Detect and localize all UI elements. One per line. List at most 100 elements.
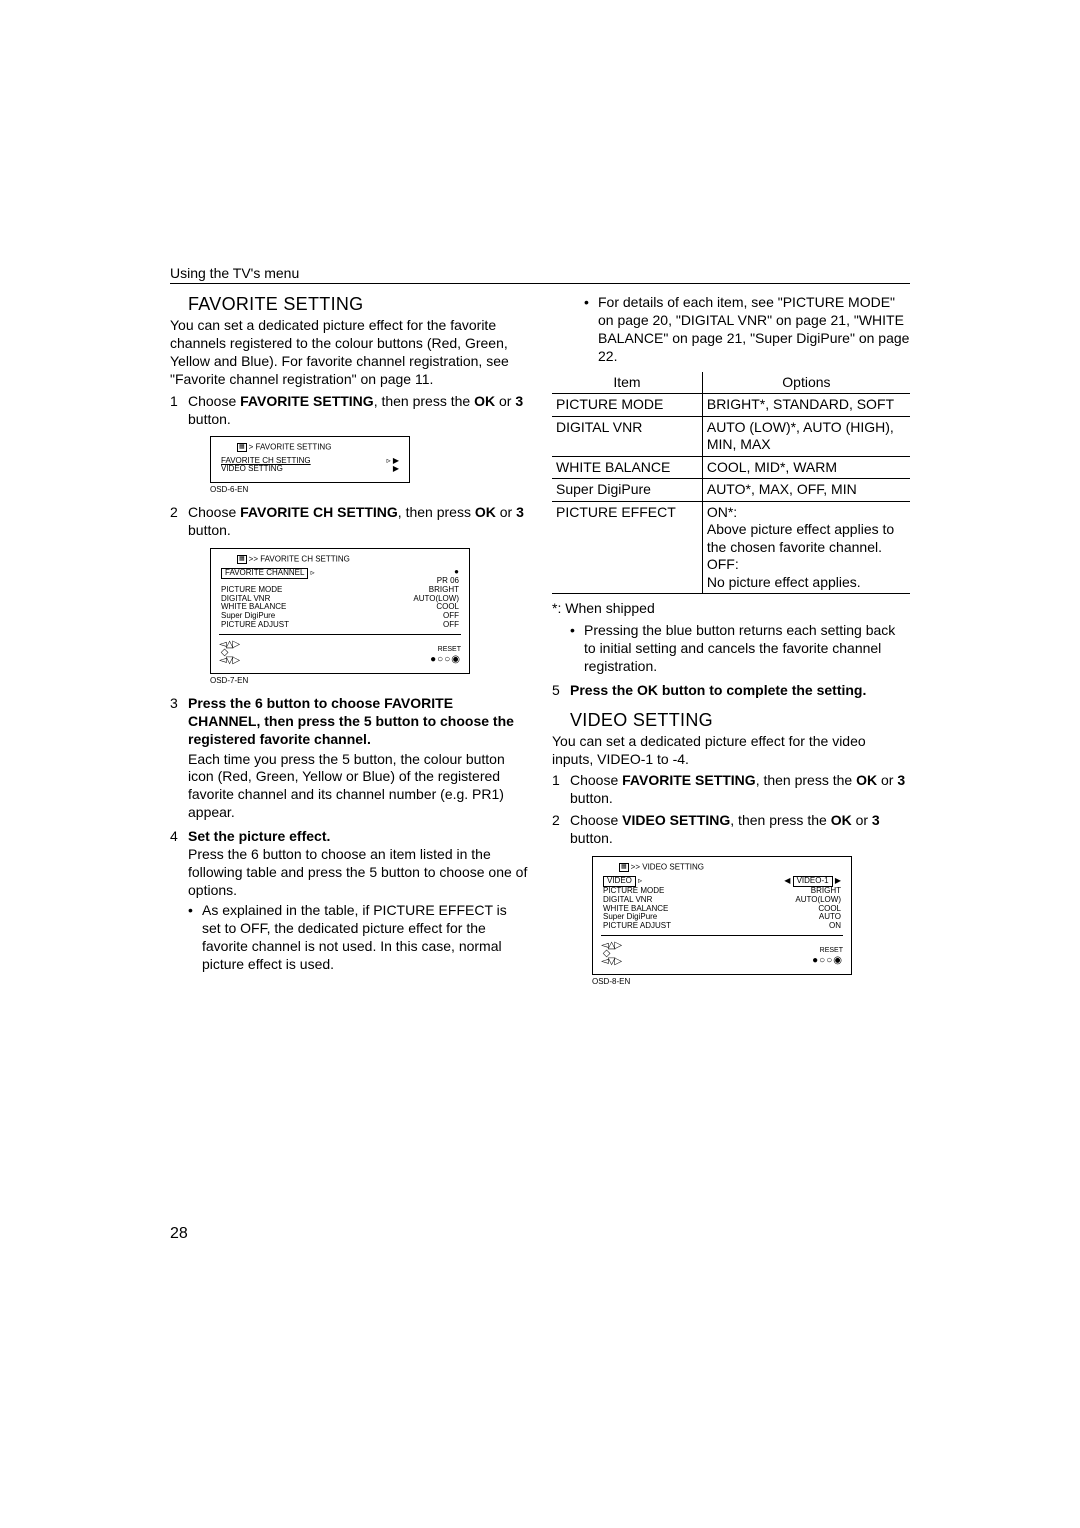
text: >> FAVORITE CH SETTING bbox=[249, 554, 350, 563]
text: Pressing the blue button returns each se… bbox=[584, 622, 910, 676]
text-bold: 3 bbox=[516, 504, 524, 520]
osd-favorite-setting: ▦> FAVORITE SETTING FAVORITE CH SETTING … bbox=[210, 436, 410, 483]
step-number: 4 bbox=[170, 828, 188, 973]
text: button. bbox=[188, 522, 231, 538]
text: 5 bbox=[364, 713, 372, 729]
cell-item: WHITE BALANCE bbox=[552, 456, 702, 479]
step-body: Press the 6 button to choose FAVORITE CH… bbox=[188, 695, 528, 822]
video-step-1: 1 Choose FAVORITE SETTING, then press th… bbox=[552, 772, 910, 808]
text: 6 bbox=[255, 695, 263, 711]
page-content: Using the TV's menu FAVORITE SETTING You… bbox=[170, 265, 910, 996]
cell-item: Super DigiPure bbox=[552, 479, 702, 502]
tv-icon: ▦ bbox=[237, 555, 247, 564]
text: Choose bbox=[188, 393, 240, 409]
text-bold: FAVORITE SETTING bbox=[622, 772, 756, 788]
columns: FAVORITE SETTING You can set a dedicated… bbox=[170, 294, 910, 996]
divider bbox=[170, 283, 910, 284]
text-bold: FAVORITE CH SETTING bbox=[240, 504, 398, 520]
cell-options: ON*: Above picture effect applies to the… bbox=[702, 501, 910, 594]
cell-options: AUTO*, MAX, OFF, MIN bbox=[702, 479, 910, 502]
text-bold: 3 bbox=[515, 393, 523, 409]
text: button. bbox=[570, 830, 613, 846]
text: or bbox=[495, 393, 515, 409]
step-number: 5 bbox=[552, 682, 570, 700]
section-label: Using the TV's menu bbox=[170, 265, 910, 281]
text: As explained in the table, if PICTURE EF… bbox=[202, 902, 528, 974]
text: or bbox=[496, 504, 516, 520]
step-number: 1 bbox=[170, 393, 188, 429]
step-4: 4 Set the picture effect. Press the 6 bu… bbox=[170, 828, 528, 973]
step-number: 2 bbox=[552, 812, 570, 848]
osd-title: ▦> FAVORITE SETTING bbox=[237, 443, 401, 452]
step-body: Choose FAVORITE SETTING, then press the … bbox=[570, 772, 910, 808]
reset-label: RESET bbox=[812, 947, 843, 955]
cell-item: PICTURE MODE bbox=[552, 394, 702, 417]
details-bullet: • For details of each item, see "PICTURE… bbox=[584, 294, 910, 366]
text: , then press the bbox=[730, 812, 830, 828]
text-bold: Set the picture effect. bbox=[188, 828, 330, 844]
dot-icon: ● bbox=[454, 567, 459, 576]
text: or bbox=[852, 812, 872, 828]
video-intro: You can set a dedicated picture effect f… bbox=[552, 733, 910, 769]
step-number: 3 bbox=[170, 695, 188, 822]
step-body: Choose VIDEO SETTING, then press the OK … bbox=[570, 812, 910, 848]
video-setting-heading: VIDEO SETTING bbox=[570, 710, 910, 731]
step-5: 5 Press the OK button to complete the se… bbox=[552, 682, 910, 700]
osd-caption: OSD-6-EN bbox=[210, 485, 528, 494]
bullet: • As explained in the table, if PICTURE … bbox=[188, 902, 528, 974]
text: > FAVORITE SETTING bbox=[249, 443, 332, 452]
cell-options: BRIGHT*, STANDARD, SOFT bbox=[702, 394, 910, 417]
osd-value: PR 06 bbox=[437, 576, 459, 585]
step-3: 3 Press the 6 button to choose FAVORITE … bbox=[170, 695, 528, 822]
osd-divider bbox=[601, 935, 843, 936]
osd-video-setting: ▦>> VIDEO SETTING VIDEO ▹ ◀ VIDEO-1 ▶ PI… bbox=[592, 856, 852, 975]
text-bold: OK bbox=[475, 504, 496, 520]
tv-icon: ▦ bbox=[237, 443, 247, 452]
text: Choose bbox=[570, 812, 622, 828]
step-number: 2 bbox=[170, 504, 188, 540]
text: , then press the bbox=[756, 772, 856, 788]
step-body: Press the OK button to complete the sett… bbox=[570, 682, 910, 700]
text: button to complete the setting. bbox=[658, 682, 866, 698]
osd-highlight: FAVORITE CHANNEL bbox=[221, 568, 308, 579]
text-bold: OK bbox=[831, 812, 852, 828]
reset-label: RESET bbox=[430, 646, 461, 654]
options-table: Item Options PICTURE MODEBRIGHT*, STANDA… bbox=[552, 372, 910, 595]
osd-item: VIDEO SETTING bbox=[221, 465, 283, 474]
osd-title: ▦>> FAVORITE CH SETTING bbox=[237, 555, 461, 564]
text-bold: FAVORITE SETTING bbox=[240, 393, 374, 409]
osd-value: ON bbox=[829, 922, 841, 931]
cell-options: COOL, MID*, WARM bbox=[702, 456, 910, 479]
favorite-setting-heading: FAVORITE SETTING bbox=[188, 294, 528, 315]
text: , then press the bbox=[374, 393, 474, 409]
bullet-mark: • bbox=[584, 294, 598, 366]
text: Choose bbox=[570, 772, 622, 788]
cursor-icon: ▹ bbox=[638, 876, 642, 885]
osd-favorite-ch-setting: ▦>> FAVORITE CH SETTING FAVORITE CHANNEL… bbox=[210, 548, 470, 674]
col-item: Item bbox=[552, 372, 702, 394]
osd-bottom: ◅△▷ ◇ ◅▽▷ RESET ●○○◉ bbox=[601, 942, 843, 966]
osd-row: VIDEO SETTING ▶ bbox=[219, 465, 401, 474]
text: Press the 6 button to choose an item lis… bbox=[188, 846, 528, 900]
right-column: • For details of each item, see "PICTURE… bbox=[552, 294, 910, 996]
step-number: 1 bbox=[552, 772, 570, 808]
text: >> VIDEO SETTING bbox=[631, 863, 704, 872]
table-row: WHITE BALANCECOOL, MID*, WARM bbox=[552, 456, 910, 479]
osd-bottom: ◅△▷ ◇ ◅▽▷ RESET ●○○◉ bbox=[219, 641, 461, 665]
osd-value: OFF bbox=[443, 621, 459, 630]
table-row: Super DigiPureAUTO*, MAX, OFF, MIN bbox=[552, 479, 910, 502]
col-options: Options bbox=[702, 372, 910, 394]
text-bold: VIDEO SETTING bbox=[622, 812, 730, 828]
osd-row: FAVORITE CHANNEL ▹ ●PR 06 bbox=[219, 568, 461, 586]
text: Each time you press the 5 button, the co… bbox=[188, 751, 528, 823]
color-dots-icon: ●○○◉ bbox=[812, 955, 843, 966]
text: Press the bbox=[188, 695, 255, 711]
nav-pad-icon: ◅△▷ ◇ ◅▽▷ bbox=[601, 942, 621, 966]
osd-label: PICTURE ADJUST bbox=[603, 922, 671, 931]
text: Choose bbox=[188, 504, 240, 520]
osd-label: PICTURE ADJUST bbox=[221, 621, 289, 630]
osd-caption: OSD-8-EN bbox=[592, 977, 910, 986]
step-body: Set the picture effect. Press the 6 butt… bbox=[188, 828, 528, 973]
step-body: Choose FAVORITE CH SETTING, then press O… bbox=[188, 504, 528, 540]
osd-row: PICTURE ADJUST ON bbox=[601, 922, 843, 931]
